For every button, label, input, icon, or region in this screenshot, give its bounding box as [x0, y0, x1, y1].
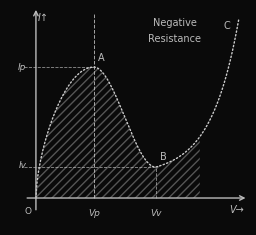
Text: Vp: Vp: [88, 209, 100, 218]
Text: C: C: [223, 21, 230, 31]
Text: O: O: [25, 207, 32, 216]
Text: Ip: Ip: [18, 63, 26, 72]
Text: Resistance: Resistance: [148, 34, 201, 44]
Text: A: A: [98, 53, 104, 63]
Text: V→: V→: [229, 205, 244, 215]
Text: Vv: Vv: [150, 209, 161, 218]
Text: Negative: Negative: [153, 18, 197, 28]
Text: I↑: I↑: [38, 13, 49, 23]
Text: B: B: [159, 152, 166, 162]
Text: Iv: Iv: [18, 161, 26, 170]
